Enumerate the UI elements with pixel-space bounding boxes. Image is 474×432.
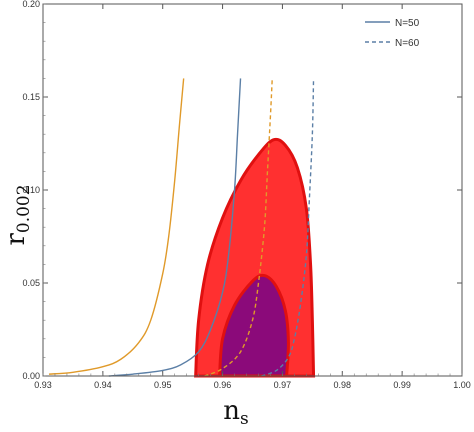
contour-68-region xyxy=(217,273,290,378)
x-axis-title: ns xyxy=(223,396,248,427)
x-axis-title-subscript: s xyxy=(240,409,249,427)
y-tick-label: 0.05 xyxy=(22,278,40,288)
model-curves xyxy=(48,78,315,377)
x-tick-label: 1.00 xyxy=(453,380,471,390)
x-tick-label: 0.99 xyxy=(393,380,411,390)
y-axis-ticks: 0.00 0.05 0.10 0.15 0.20 xyxy=(22,0,462,381)
x-tick-label: 0.93 xyxy=(34,380,52,390)
model-curve-n50-0 xyxy=(48,78,185,375)
x-tick-label: 0.96 xyxy=(214,380,232,390)
x-axis-ticks: 0.93 0.94 0.95 0.96 0.97 0.98 0.99 1.00 xyxy=(34,4,471,390)
confidence-regions xyxy=(194,137,316,378)
y-tick-label: 0.20 xyxy=(22,0,40,9)
x-axis-title-main: n xyxy=(223,396,240,426)
x-tick-label: 0.98 xyxy=(334,380,352,390)
y-axis-title: r0.002 xyxy=(1,184,34,245)
y-axis-title-subscript: 0.002 xyxy=(14,184,34,233)
legend-label-n60: N=60 xyxy=(395,38,420,49)
model-curve-n60-3 xyxy=(261,78,315,377)
y-axis-title-main: r xyxy=(1,233,31,246)
x-tick-label: 0.94 xyxy=(94,380,112,390)
x-tick-label: 0.95 xyxy=(154,380,172,390)
x-tick-label: 0.97 xyxy=(274,380,292,390)
y-tick-label: 0.15 xyxy=(22,92,40,102)
legend: N=50 N=60 xyxy=(365,18,420,49)
legend-label-n50: N=50 xyxy=(395,18,420,29)
model-curve-n50-1 xyxy=(108,78,242,377)
y-tick-label: 0.10 xyxy=(22,185,40,195)
y-tick-label: 0.00 xyxy=(22,371,40,381)
model-curve-n60-2 xyxy=(204,78,273,377)
